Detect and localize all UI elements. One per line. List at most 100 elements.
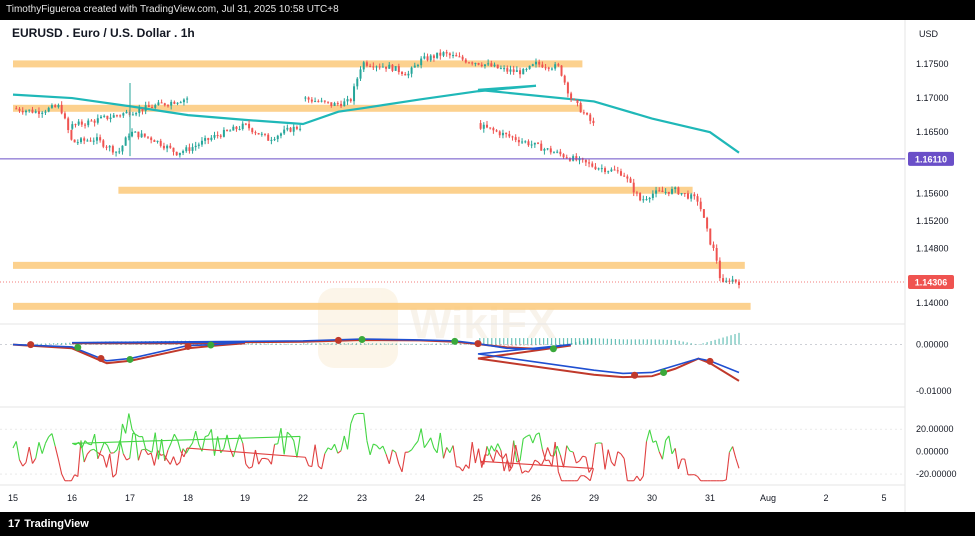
oscillator-segment [446, 447, 451, 453]
macd-histogram-bar [519, 338, 521, 345]
macd-histogram-bar [606, 338, 609, 345]
oscillator-segment [180, 451, 185, 458]
candle-body [188, 147, 191, 151]
oscillator-segment [106, 445, 112, 454]
oscillator-segment [633, 475, 638, 482]
macd-histogram-bar [507, 344, 509, 346]
candle-body [699, 201, 702, 210]
oscillator-segment [532, 434, 537, 444]
macd-cross-dot [474, 340, 482, 348]
macd-histogram-bar [427, 343, 429, 345]
macd-line [12, 338, 740, 375]
oscillator-segment [86, 449, 91, 455]
macd-histogram-bar [451, 343, 453, 345]
oscillator-segment [459, 466, 464, 472]
candle-body [327, 101, 330, 103]
oscillator-segment [385, 453, 390, 464]
oscillator-segment [129, 432, 134, 459]
oscillator-segment [658, 451, 663, 460]
chart-area[interactable]: WikiFX 1.16110 1.14306 0.00000 -0.01000 20… [0, 20, 975, 512]
oscillator-segment [25, 446, 30, 463]
oscillator-segment [15, 441, 21, 461]
oscillator-segment [583, 475, 588, 479]
candle-body [445, 52, 448, 54]
candle-body [655, 190, 658, 194]
time-tick-label: 19 [240, 493, 250, 503]
oscillator-segment [373, 443, 377, 446]
oscillator-segment [97, 450, 102, 460]
oscillator-segment [277, 428, 282, 444]
macd-histogram-bar [726, 336, 728, 345]
candle-body [436, 52, 439, 58]
candle-body [511, 136, 514, 138]
candle-body [541, 64, 544, 68]
candle-body [267, 134, 270, 141]
candle-body [244, 123, 247, 125]
macd-histogram-bar [570, 338, 573, 345]
oscillator-segment [636, 475, 641, 482]
time-tick-label: 22 [298, 493, 308, 503]
macd-pane: 0.00000 -0.01000 [0, 332, 952, 396]
oscillator-segment [51, 433, 56, 447]
macd-histogram-bar [347, 343, 349, 345]
oscillator-segment [296, 436, 301, 458]
tradingview-logo[interactable]: 17 TradingView [8, 512, 89, 536]
oscillator-segment [207, 429, 212, 436]
candle-body [544, 67, 547, 69]
price-axis[interactable]: 1.17500 1.17000 1.16500 1.15600 1.15200 1.148… [916, 59, 949, 308]
candle-body [671, 189, 674, 194]
oscillator-segment [213, 436, 219, 456]
candle-body [207, 138, 210, 140]
candle-body [141, 108, 144, 112]
candle-body [96, 118, 99, 123]
oscillator-segment [72, 442, 76, 446]
macd-histogram-bar [495, 344, 497, 346]
candle-body [197, 144, 200, 146]
oscillator-segment [166, 459, 171, 465]
oscillator-segment [350, 414, 355, 424]
candle-body [340, 103, 343, 107]
oscillator-segment [192, 430, 197, 444]
macd-histogram-bar [702, 343, 704, 345]
macd-histogram-bar [694, 343, 696, 345]
time-axis[interactable]: 15 16 17 18 19 22 23 24 25 26 29 30 31 Aug 2 5 [8, 493, 887, 503]
oscillator-segment [61, 473, 66, 481]
candle-body [715, 247, 718, 261]
candle-body [565, 157, 568, 159]
oscillator-segment [317, 465, 322, 470]
macd-histogram-bar [379, 343, 382, 345]
candle-body [279, 133, 282, 136]
oscillator-segment [311, 444, 316, 467]
candle-body [213, 135, 216, 138]
macd-histogram-bar [650, 339, 652, 345]
time-tick-label: Aug [760, 493, 776, 503]
candle-body [442, 52, 445, 56]
candle-body [166, 145, 169, 149]
macd-histogram-bar [61, 342, 63, 345]
oscillator-segment [398, 463, 403, 473]
oscillator-segment [661, 440, 667, 460]
oscillator-segment [54, 446, 59, 460]
candle-body [521, 141, 524, 143]
candle-body [146, 136, 149, 138]
candle-body [31, 109, 34, 113]
macd-histogram-bar [459, 343, 461, 345]
candle-body [503, 68, 506, 70]
oscillator-segment [519, 438, 524, 461]
oscillator-segment [179, 448, 184, 463]
candle-body [524, 141, 527, 143]
candle-body [310, 99, 313, 102]
macd-histogram-bar [283, 343, 285, 345]
macd-histogram-bar [267, 343, 269, 345]
oscillator-segment [248, 466, 253, 469]
candle-body [349, 99, 352, 102]
oscillator-segment [83, 453, 88, 463]
oscillator-segment [337, 450, 342, 454]
macd-histogram-bar [411, 343, 413, 345]
oscillator-segment [157, 438, 163, 460]
oscillator-segment [74, 474, 79, 478]
candle-body [589, 114, 592, 121]
oscillator-segment [408, 449, 412, 453]
macd-histogram-bar [551, 344, 553, 345]
